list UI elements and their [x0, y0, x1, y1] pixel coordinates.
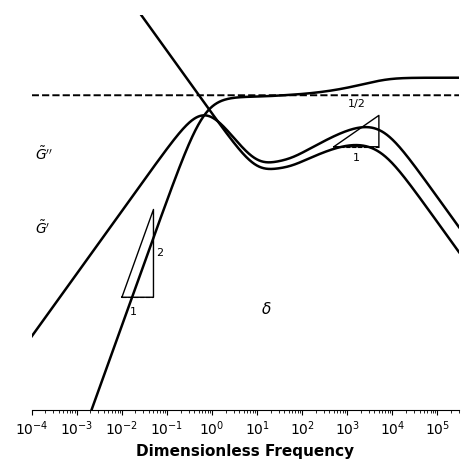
Text: 1/2: 1/2: [347, 99, 365, 109]
Text: 2: 2: [156, 248, 163, 258]
X-axis label: Dimensionless Frequency: Dimensionless Frequency: [137, 444, 355, 459]
Text: 1: 1: [353, 153, 360, 163]
Text: $\tilde{G}''$: $\tilde{G}''$: [36, 146, 54, 163]
Text: $\delta$: $\delta$: [261, 301, 271, 318]
Text: 1: 1: [130, 307, 137, 317]
Text: $\tilde{G}'$: $\tilde{G}'$: [36, 219, 51, 237]
